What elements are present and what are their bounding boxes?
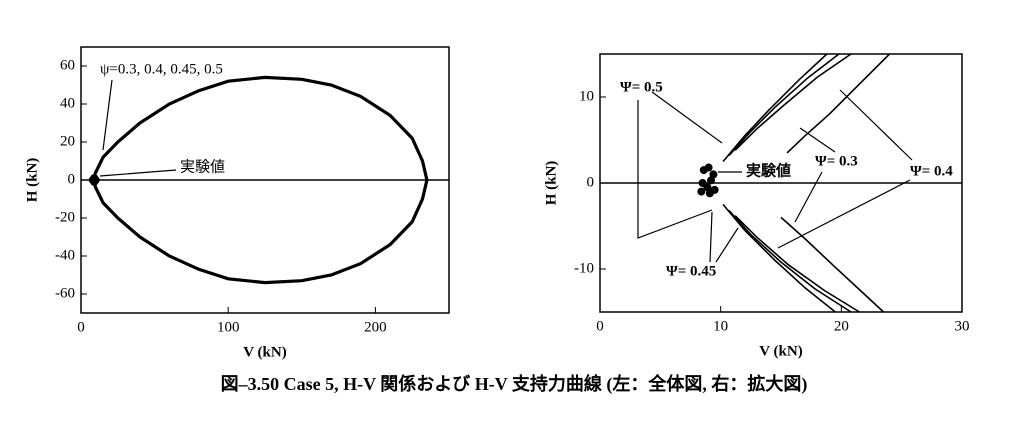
curve: [722, 53, 828, 163]
annotation-arrow: [715, 227, 739, 263]
x-tick-label: 0: [77, 319, 85, 335]
y-axis-label: H (kN): [24, 158, 40, 203]
x-axis-label: V (kN): [759, 343, 802, 359]
test-point: [697, 187, 706, 196]
curve: [91, 75, 429, 181]
test-point: [707, 176, 716, 185]
x-tick-label: 10: [713, 318, 728, 334]
test-point: [90, 177, 99, 186]
y-axis-label: H (kN): [543, 161, 559, 206]
curve: [728, 209, 852, 313]
y-tick-label: 0: [68, 171, 76, 187]
y-tick-label: -10: [574, 260, 594, 276]
x-tick-label: 200: [364, 319, 387, 335]
annotation: ψ=0.3, 0.4, 0.45, 0.5: [100, 61, 223, 77]
annotation-leader: [637, 100, 713, 239]
x-tick-label: 100: [217, 319, 240, 335]
y-tick-label: -60: [55, 285, 75, 301]
y-tick-label: 40: [60, 95, 75, 111]
annotation-arrow: [651, 91, 723, 144]
annotation: 実験値: [746, 161, 791, 179]
annotation-arrow: [839, 89, 913, 161]
annotation-arrow: [794, 171, 823, 223]
annotation-arrow: [777, 179, 911, 249]
y-tick-label: 20: [60, 133, 75, 149]
annotation-arrow: [799, 127, 836, 153]
curve: [734, 53, 852, 151]
y-tick-label: -20: [55, 209, 75, 225]
x-tick-label: 0: [596, 318, 604, 334]
test-point: [705, 189, 714, 198]
annotation: Ψ= 0.4: [910, 163, 953, 179]
annotation-arrow: [709, 211, 713, 263]
annotation-arrow: [102, 79, 113, 151]
curve: [728, 53, 840, 157]
annotation: Ψ= 0.3: [815, 153, 858, 169]
curve: [734, 215, 860, 313]
annotation: Ψ= 0.45: [666, 263, 716, 279]
curve: [786, 53, 891, 154]
x-tick-label: 30: [955, 318, 970, 334]
curve: [722, 203, 836, 313]
annotation-arrow: [99, 169, 177, 177]
y-tick-label: 0: [587, 174, 595, 190]
y-tick-label: -40: [55, 247, 75, 263]
curve: [780, 216, 885, 313]
x-tick-label: 20: [834, 318, 849, 334]
y-tick-label: 60: [60, 57, 75, 73]
y-tick-label: 10: [579, 88, 594, 104]
curve: [91, 179, 429, 285]
x-axis-label: V (kN): [243, 344, 286, 360]
caption: 図–3.50 Case 5, H-V 関係および H-V 支持力曲線 (左：全体…: [221, 373, 808, 395]
test-point: [709, 170, 718, 179]
test-point: [704, 163, 713, 172]
annotation: Ψ= 0.5: [620, 79, 663, 95]
test-point: [703, 183, 712, 192]
annotation: 実験値: [180, 158, 225, 175]
